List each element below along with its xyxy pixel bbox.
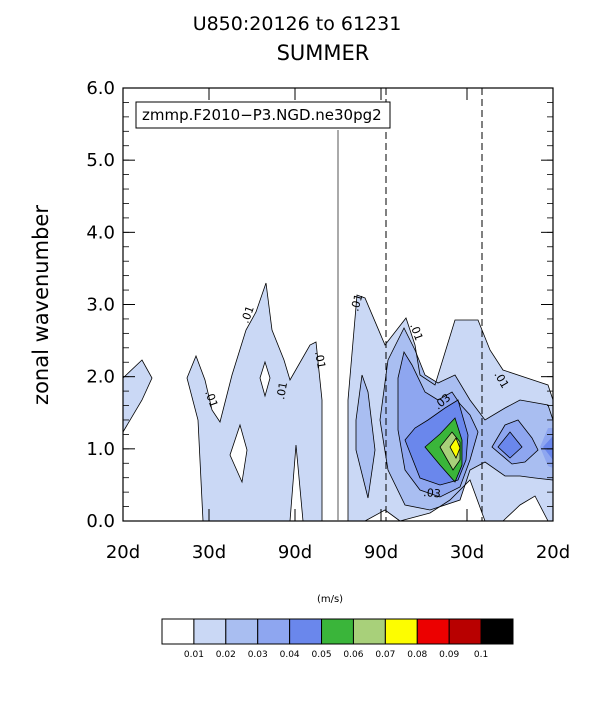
chart-title: U850:20126 to 61231 xyxy=(193,13,402,35)
contour-label: .01 xyxy=(348,293,365,313)
x-tick-label: 20d xyxy=(536,542,570,563)
contour-band-02 xyxy=(356,375,375,498)
contour-line xyxy=(289,444,304,522)
colorbar-level-label: 0.07 xyxy=(375,650,395,660)
colorbar-level-label: 0.01 xyxy=(184,650,204,660)
y-tick-label: 1.0 xyxy=(86,439,115,460)
axis-ticks xyxy=(122,87,554,522)
contour-line xyxy=(424,417,463,483)
colorbar-level-label: 0.02 xyxy=(216,650,236,660)
legend-label: zmmp.F2010−P3.NGD.ne30pg2 xyxy=(142,106,382,124)
contour-band-07 xyxy=(450,438,460,458)
y-tick-label: 2.0 xyxy=(86,367,115,388)
colorbar-swatch xyxy=(289,618,323,645)
colorbar-units: (m/s) xyxy=(317,594,343,605)
colorbar-swatch xyxy=(384,618,418,645)
contour-band-04-far-east xyxy=(543,436,553,460)
colorbar-swatch xyxy=(448,618,482,645)
colorbar: 0.01 0.02 0.03 0.04 0.05 0.06 0.07 0.08 0.09 0.1 xyxy=(161,618,514,660)
contour-line xyxy=(397,350,479,498)
colorbar-level-label: 0.06 xyxy=(343,650,363,660)
colorbar-swatch xyxy=(352,618,386,645)
contour-labels: .01 .01 .01 .01 .01 .01 .01 .03 .03 xyxy=(202,293,511,501)
contour-line xyxy=(399,479,486,522)
contour-line xyxy=(364,509,401,522)
colorbar-swatch xyxy=(480,618,514,645)
y-tick-label: 5.0 xyxy=(86,150,115,171)
contour-label: .01 xyxy=(407,322,425,343)
contour-line xyxy=(502,495,549,522)
colorbar-level-label: 0.04 xyxy=(280,650,300,660)
y-tick-label: 4.0 xyxy=(86,222,115,243)
colorbar-swatch xyxy=(257,618,291,645)
x-tick-label: 30d xyxy=(192,542,226,563)
x-tick-label: 90d xyxy=(364,542,398,563)
contour-label: .01 xyxy=(202,389,220,410)
colorbar-swatch xyxy=(161,618,195,645)
colorbar-level-label: 0.05 xyxy=(312,650,332,660)
contour-hole-west-1 xyxy=(230,425,247,482)
contour-line xyxy=(355,374,376,499)
x-tick-label: 20d xyxy=(106,542,140,563)
contour-label: .03 xyxy=(423,486,442,500)
contour-line xyxy=(404,399,469,486)
legend-box xyxy=(135,101,391,129)
colorbar-swatch xyxy=(416,618,450,645)
colorbar-level-label: 0.03 xyxy=(248,650,268,660)
contour-line xyxy=(347,294,554,521)
contour-line xyxy=(439,431,461,471)
y-axis-label: zonal wavenumber xyxy=(29,205,53,405)
contour-label: .01 xyxy=(274,381,290,400)
x-tick-label: 90d xyxy=(278,542,312,563)
contour-line xyxy=(229,423,248,484)
colorbar-level-label: 0.08 xyxy=(407,650,427,660)
contour-region-west-edge xyxy=(123,360,152,432)
y-tick-label: 3.0 xyxy=(86,295,115,316)
colorbar-level-label: 0.1 xyxy=(474,650,488,660)
contour-region-west-main xyxy=(187,283,322,521)
colorbar-swatch xyxy=(225,618,259,645)
y-tick-label: 6.0 xyxy=(86,78,115,99)
contour-band-04-east xyxy=(498,432,522,458)
contour-line xyxy=(491,419,539,465)
x-tick-label: 30d xyxy=(450,542,484,563)
contour-label: .01 xyxy=(239,304,257,325)
colorbar-swatch xyxy=(321,618,354,645)
colorbar-swatch xyxy=(193,618,227,645)
contour-line xyxy=(497,431,523,459)
contour-line xyxy=(186,282,323,522)
colorbar-level-label: 0.09 xyxy=(439,650,459,660)
axis-tick-labels: 0.0 1.0 2.0 3.0 4.0 5.0 6.0 20d 30d 90d 90d 30d 20d xyxy=(86,78,570,563)
contour-line xyxy=(449,437,461,459)
contour-label: .01 xyxy=(312,350,328,369)
chart-subtitle: SUMMER xyxy=(277,41,370,65)
y-tick-label: 0.0 xyxy=(86,511,115,532)
contour-line xyxy=(122,359,153,433)
contour-line xyxy=(259,360,271,398)
